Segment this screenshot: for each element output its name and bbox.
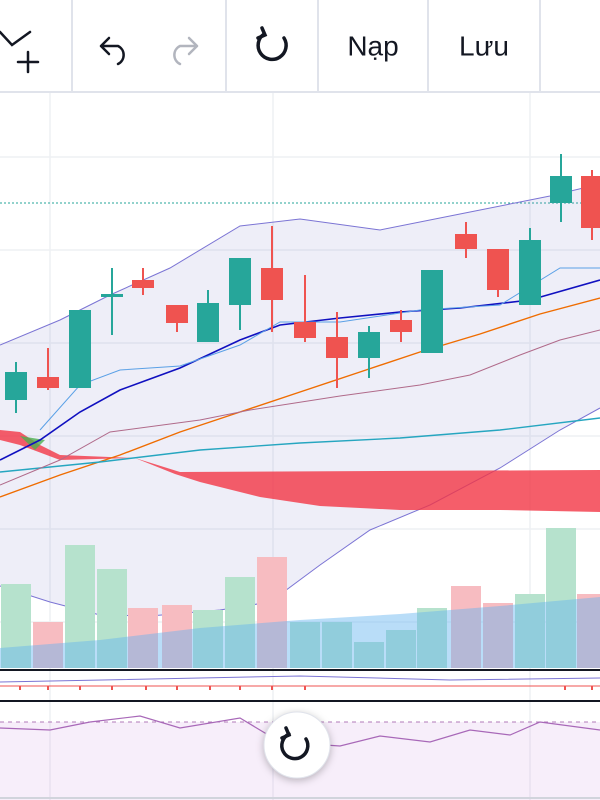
volume-bar — [354, 642, 384, 668]
icon — [280, 732, 310, 761]
indicator-tick — [591, 686, 593, 690]
volume-bar — [290, 622, 320, 668]
volume-bar — [451, 586, 481, 668]
volume-bar — [483, 603, 513, 668]
bollinger-band — [0, 184, 600, 616]
volume-bar — [386, 630, 416, 668]
volume-bar — [128, 608, 158, 668]
icon — [16, 50, 40, 74]
icon — [173, 36, 199, 66]
icon — [256, 32, 288, 62]
candle-body — [132, 280, 154, 288]
icon — [0, 30, 32, 47]
indicator-tick — [47, 686, 49, 690]
candle-body — [101, 294, 123, 297]
candle-body — [261, 268, 283, 300]
save-button[interactable]: Lưu — [459, 30, 509, 61]
icon — [256, 26, 268, 40]
toolbar-bg — [0, 0, 600, 92]
candle-body — [69, 310, 91, 388]
volume-bar — [1, 584, 31, 668]
candle-body — [229, 258, 251, 305]
candle-body — [550, 176, 572, 203]
button-bg — [263, 711, 331, 779]
bollinger-upper — [0, 183, 600, 346]
indicator-button[interactable] — [0, 30, 40, 74]
candle-body — [487, 249, 509, 290]
icon — [99, 36, 125, 66]
volume-ma — [0, 597, 600, 668]
indicator-tick — [145, 686, 147, 690]
ma-line — [0, 417, 600, 473]
candle-body — [390, 320, 412, 332]
reset-view-button[interactable] — [263, 711, 331, 779]
ma-line — [0, 329, 600, 486]
candle-body — [455, 234, 477, 249]
indicator-tick — [79, 686, 81, 690]
indicator-tick — [271, 686, 273, 690]
candle-body — [421, 270, 443, 353]
candle-body — [358, 332, 380, 358]
volume-bar — [515, 594, 545, 668]
candle-body — [197, 303, 219, 342]
volume-bar — [65, 545, 95, 668]
candle-body — [5, 372, 27, 400]
indicator-tick — [209, 686, 211, 690]
indicator-tick — [239, 686, 241, 690]
volume-bar — [162, 605, 192, 668]
icon — [280, 726, 292, 740]
volume-bar — [193, 610, 223, 668]
candle-body — [166, 305, 188, 323]
redo-button[interactable] — [173, 36, 199, 66]
indicator-tick — [111, 686, 113, 690]
indicator-tick — [176, 686, 178, 690]
volume-bar — [33, 622, 63, 668]
candle-body — [581, 176, 600, 228]
undo-button[interactable] — [99, 36, 125, 66]
candle-body — [326, 337, 348, 358]
cloud — [0, 430, 135, 460]
volume-bar — [417, 608, 447, 668]
indicator-tick — [19, 686, 21, 690]
indicator-line — [0, 675, 600, 683]
cloud — [135, 458, 600, 512]
candle-body — [519, 240, 541, 305]
chart-area — [0, 92, 600, 800]
volume-bar — [257, 557, 287, 668]
volume-bar — [225, 577, 255, 668]
indicator-tick — [564, 686, 566, 690]
volume-bar — [322, 622, 352, 668]
toolbar: Nạp Lưu — [0, 0, 600, 93]
volume-bar — [97, 569, 127, 668]
volume-bar — [577, 594, 600, 668]
candle-body — [37, 377, 59, 388]
candle-body — [294, 322, 316, 338]
volume-bar — [546, 528, 576, 668]
reset-button[interactable] — [256, 26, 288, 62]
load-button[interactable]: Nạp — [347, 30, 398, 61]
indicator-tick — [304, 686, 306, 690]
